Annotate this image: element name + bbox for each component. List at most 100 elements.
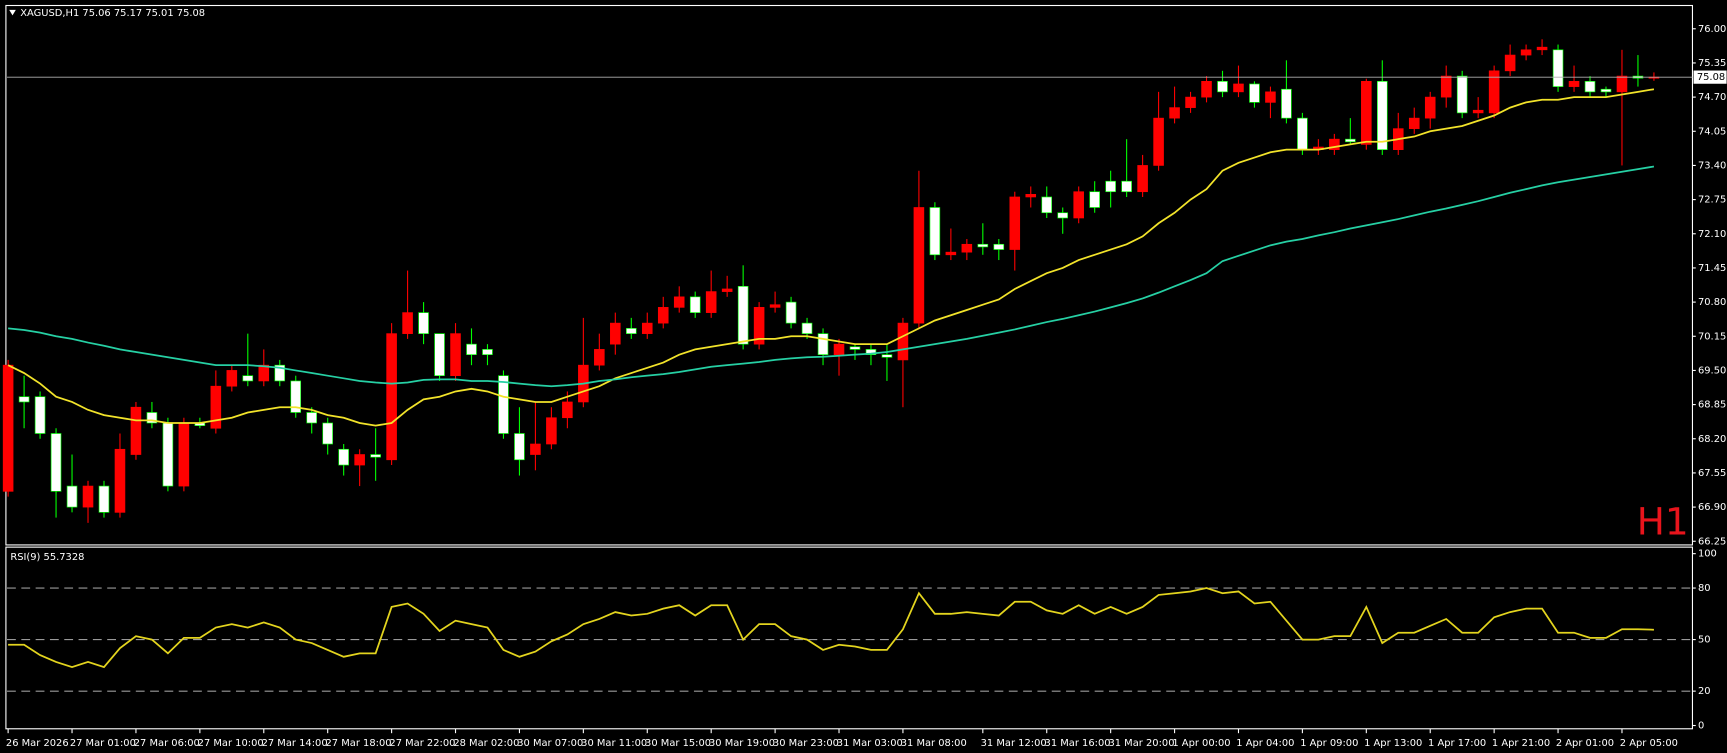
candle-body: [849, 346, 861, 350]
y-tick-label: 72.10: [1698, 229, 1726, 240]
x-tick-label: 2 Apr 05:00: [1620, 738, 1678, 749]
y-tick-label: 70.80: [1698, 297, 1726, 308]
timeframe-label: H1: [1637, 500, 1689, 544]
candle-body: [1568, 81, 1580, 87]
candle-body: [705, 291, 717, 313]
candle-body: [1584, 81, 1596, 93]
candle-body: [290, 380, 302, 413]
candle-body: [1281, 88, 1292, 119]
candle-body: [1217, 81, 1228, 93]
rsi-frame: [5, 546, 1694, 730]
candle-body: [258, 364, 270, 382]
candle-body: [1169, 107, 1180, 119]
candle-body: [865, 349, 877, 355]
candle-body: [306, 412, 317, 424]
candle-body: [338, 448, 349, 466]
candle-body: [817, 333, 829, 355]
candle-body: [162, 422, 174, 487]
candle-body: [114, 448, 126, 513]
candle-body: [977, 243, 989, 248]
candle-body: [753, 307, 765, 345]
candle-body: [1408, 117, 1420, 129]
candle-body: [434, 333, 445, 377]
x-tick-label: 30 Mar 07:00: [517, 738, 583, 749]
candle-body: [673, 296, 685, 308]
candle-body: [226, 370, 238, 387]
candle-body: [1472, 109, 1484, 114]
x-tick-label: 2 Apr 01:00: [1556, 738, 1614, 749]
candle-body: [562, 401, 573, 419]
candle-body: [514, 433, 525, 461]
x-tick-label: 31 Mar 03:00: [837, 738, 903, 749]
y-tick-label: 71.45: [1698, 263, 1726, 274]
candle-body: [721, 288, 733, 292]
candle-body: [1616, 75, 1628, 93]
y-tick-label: 67.55: [1698, 468, 1726, 479]
candle-body: [482, 349, 493, 355]
candle-body: [1073, 191, 1084, 219]
candle-body: [1089, 191, 1100, 208]
x-tick-label: 1 Apr 09:00: [1300, 738, 1358, 749]
candle-body: [1377, 81, 1388, 151]
candle-body: [402, 312, 413, 334]
candle-body: [769, 304, 781, 308]
x-tick-label: 1 Apr 04:00: [1236, 738, 1294, 749]
candle-body: [466, 343, 477, 355]
candle-body: [913, 207, 925, 324]
candle-body: [50, 433, 62, 492]
candle-body: [881, 354, 893, 358]
x-tick-label: 27 Mar 06:00: [134, 738, 200, 749]
candle-body: [1121, 180, 1132, 193]
candle-body: [961, 243, 973, 253]
candle-body: [386, 333, 397, 461]
x-tick-label: 27 Mar 14:00: [262, 738, 328, 749]
y-tick-label: 72.75: [1698, 195, 1726, 206]
y-tick-label: 68.85: [1698, 400, 1726, 411]
x-tick-label: 1 Apr 13:00: [1364, 738, 1422, 749]
x-tick-label: 27 Mar 10:00: [198, 738, 264, 749]
candle-body: [146, 412, 158, 424]
candle-body: [737, 286, 749, 345]
candle-body: [66, 485, 78, 508]
moving-average: [7, 88, 1655, 427]
candle-body: [929, 207, 941, 256]
candle-body: [130, 406, 142, 455]
candle-body: [1488, 70, 1500, 114]
x-tick-label: 28 Mar 02:00: [453, 738, 519, 749]
candle-body: [242, 375, 254, 382]
rsi-line: [8, 587, 1654, 669]
candle-body: [178, 422, 190, 487]
candle-body: [450, 333, 461, 377]
y-tick-label: 70.15: [1698, 331, 1726, 342]
candle-body: [1233, 83, 1244, 93]
y-tick-label: 20: [1698, 686, 1711, 697]
candle-body: [785, 301, 797, 324]
candle-body: [1153, 117, 1164, 166]
candle-body: [98, 485, 110, 513]
candle-body: [1456, 75, 1468, 114]
y-tick-label: 66.25: [1698, 536, 1726, 547]
candle-body: [1552, 49, 1564, 87]
chart-title: XAGUSD,H1 75.06 75.17 75.01 75.08: [20, 8, 205, 19]
candle-body: [1009, 196, 1021, 250]
candle-body: [1361, 81, 1372, 145]
y-tick-label: 69.50: [1698, 365, 1726, 376]
x-tick-label: 1 Apr 21:00: [1492, 738, 1550, 749]
candle-body: [2, 364, 14, 492]
candle-body: [801, 322, 813, 334]
candle-body: [1440, 75, 1452, 98]
price-box: [1693, 70, 1727, 84]
candle-body: [1105, 180, 1116, 193]
candle-body: [897, 322, 909, 361]
candle-body: [626, 328, 637, 334]
price-frame: [5, 4, 1694, 546]
x-tick-label: 27 Mar 01:00: [70, 738, 136, 749]
x-tick-label: 1 Apr 17:00: [1428, 738, 1486, 749]
candle-body: [657, 307, 669, 324]
candle-body: [1520, 49, 1532, 56]
candle-body: [945, 251, 957, 256]
candle-body: [993, 243, 1005, 250]
y-tick-label: 100: [1698, 549, 1717, 560]
